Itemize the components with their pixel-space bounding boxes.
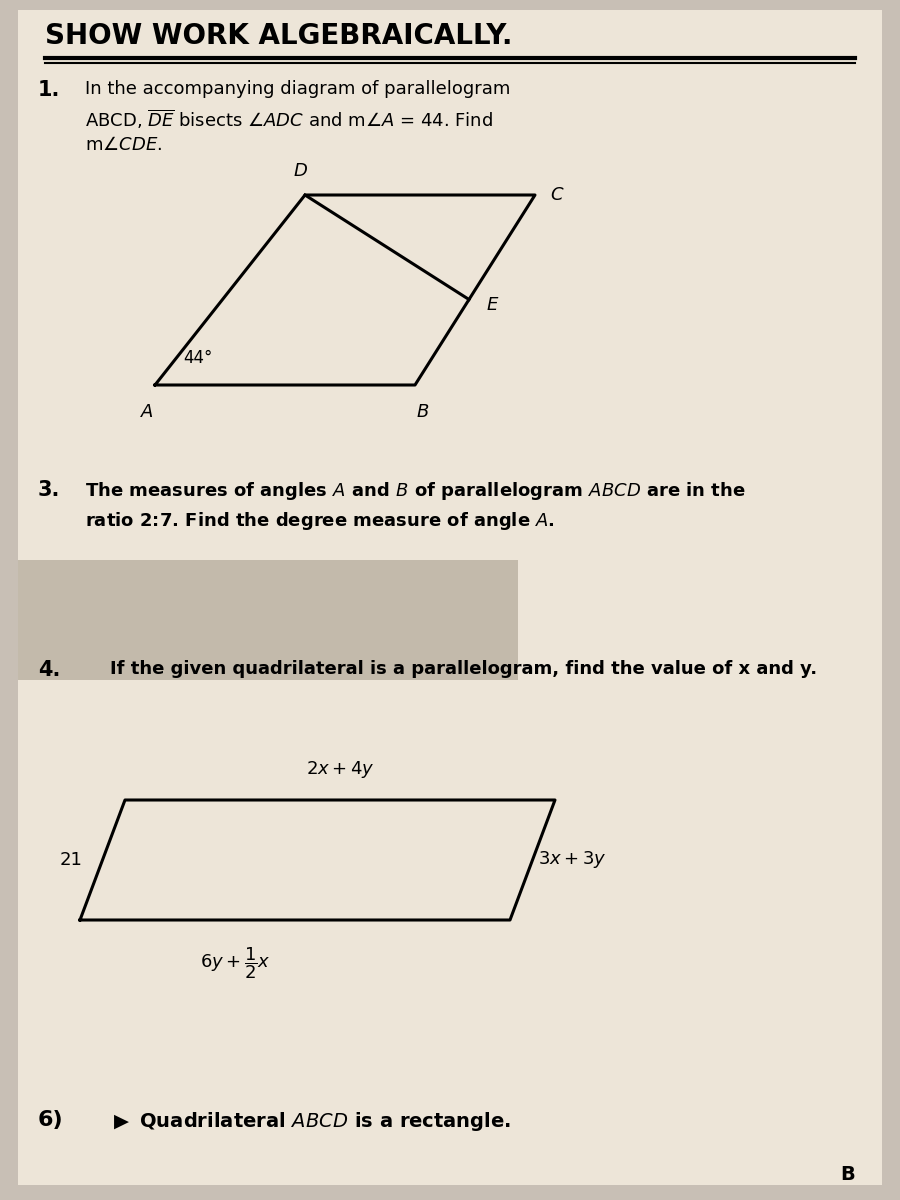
Text: B: B [840, 1165, 855, 1184]
Text: 4.: 4. [38, 660, 60, 680]
Text: 6): 6) [38, 1110, 64, 1130]
Text: D: D [293, 162, 307, 180]
Text: $6y+\dfrac{1}{2}x$: $6y+\dfrac{1}{2}x$ [200, 946, 270, 980]
Text: E: E [487, 295, 499, 313]
Text: If the given quadrilateral is a parallelogram, find the value of x and y.: If the given quadrilateral is a parallel… [110, 660, 817, 678]
Text: ratio 2:7. Find the degree measure of angle $A$.: ratio 2:7. Find the degree measure of an… [85, 510, 555, 532]
Text: 21: 21 [59, 851, 83, 869]
Text: In the accompanying diagram of parallelogram: In the accompanying diagram of parallelo… [85, 80, 510, 98]
FancyBboxPatch shape [18, 10, 882, 1186]
Text: A: A [140, 403, 153, 421]
Text: B: B [417, 403, 429, 421]
Text: $3x+3y$: $3x+3y$ [537, 850, 606, 870]
Text: SHOW WORK ALGEBRAICALLY.: SHOW WORK ALGEBRAICALLY. [45, 22, 512, 50]
Text: The measures of angles $A$ and $B$ of parallelogram $ABCD$ are in the: The measures of angles $A$ and $B$ of pa… [85, 480, 746, 502]
Text: m$\angle CDE$.: m$\angle CDE$. [85, 136, 162, 154]
Text: C: C [550, 186, 562, 204]
Text: $\blacktriangleright$ Quadrilateral $ABCD$ is a rectangle.: $\blacktriangleright$ Quadrilateral $ABC… [110, 1110, 511, 1133]
Text: $2x+4y$: $2x+4y$ [306, 758, 374, 780]
Text: 44°: 44° [183, 349, 212, 367]
Text: 1.: 1. [38, 80, 60, 100]
Text: ABCD, $\overline{DE}$ bisects $\angle ADC$ and m$\angle A$ = 44. Find: ABCD, $\overline{DE}$ bisects $\angle AD… [85, 108, 493, 132]
FancyBboxPatch shape [18, 560, 518, 680]
Text: 3.: 3. [38, 480, 60, 500]
